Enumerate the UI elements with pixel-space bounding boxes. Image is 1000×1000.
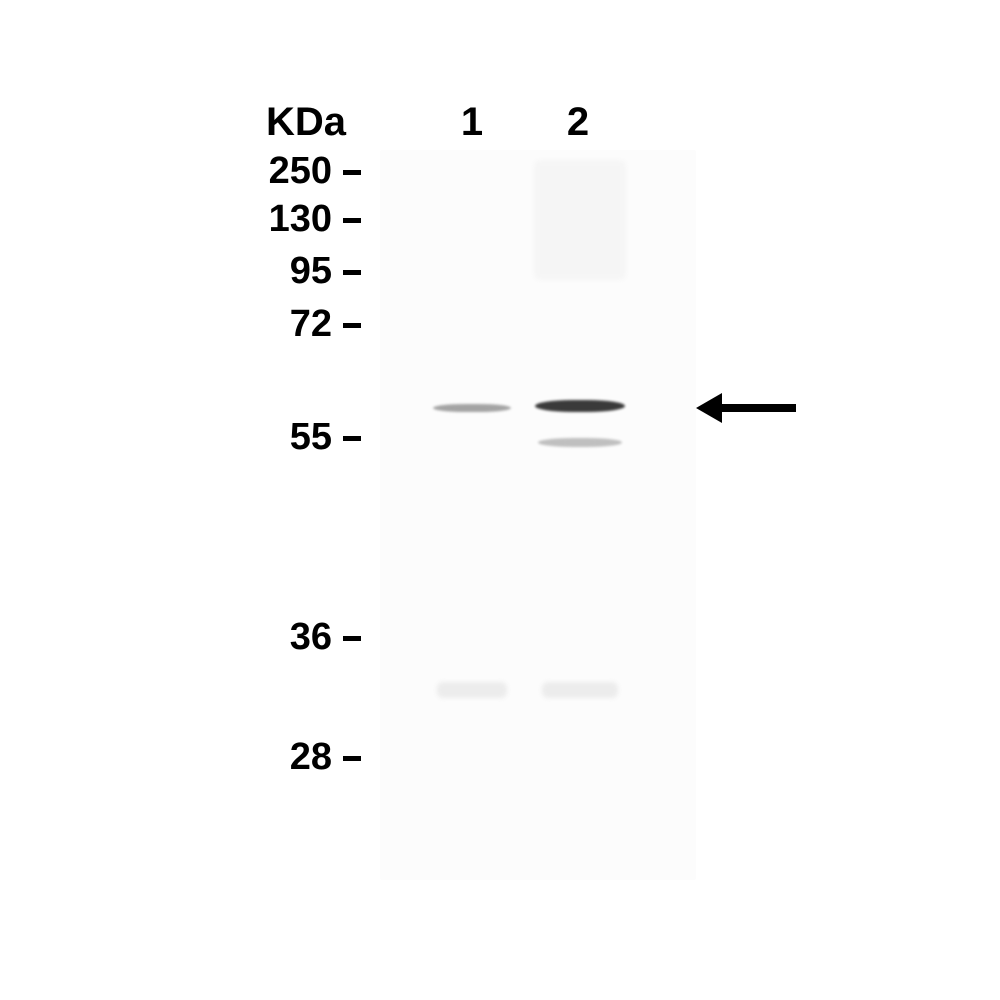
ladder-label-28: 28: [242, 736, 332, 779]
ladder-tick-55: [343, 436, 361, 441]
ladder-label-36: 36: [242, 616, 332, 659]
band-lane2-1: [535, 400, 625, 412]
ladder-label-55: 55: [242, 416, 332, 459]
lane-label-lane2: 2: [558, 100, 598, 145]
ladder-label-72: 72: [242, 303, 332, 346]
arrow-shaft: [722, 404, 796, 412]
kda-axis-label: KDa: [266, 100, 346, 145]
smudge-2: [534, 160, 626, 280]
ladder-label-95: 95: [242, 250, 332, 293]
smudge-1: [542, 682, 618, 698]
smudge-0: [437, 682, 507, 698]
ladder-tick-130: [343, 218, 361, 223]
ladder-tick-250: [343, 170, 361, 175]
band-lane1-0: [433, 404, 511, 412]
ladder-tick-72: [343, 323, 361, 328]
ladder-label-130: 130: [242, 198, 332, 241]
lane-label-lane1: 1: [452, 100, 492, 145]
ladder-label-250: 250: [242, 150, 332, 193]
ladder-tick-95: [343, 270, 361, 275]
ladder-tick-28: [343, 756, 361, 761]
western-blot-figure: KDa 1 2 250 130 95 72 55 36 28: [0, 0, 1000, 1000]
arrow-head-icon: [696, 393, 722, 423]
band-lane2-2: [538, 438, 622, 447]
ladder-tick-36: [343, 636, 361, 641]
